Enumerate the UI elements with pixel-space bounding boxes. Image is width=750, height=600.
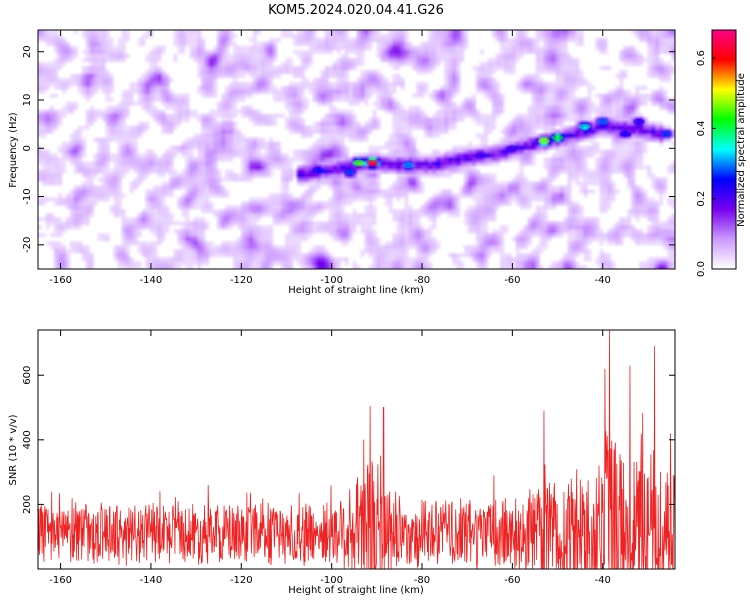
colorbar-label: Normalized spectral amplitude (736, 73, 747, 227)
spectrogram-x-tick-label: -40 (595, 275, 611, 286)
chart-title: KOM5.2024.020.04.41.G26 (268, 3, 444, 18)
snr-line (38, 330, 675, 569)
spectrogram-x-tick-label: -160 (49, 275, 72, 286)
trail-peak (312, 167, 325, 174)
trail-peak (596, 118, 609, 125)
snr-series (38, 330, 675, 569)
colorbar-tick-label: 0.2 (696, 191, 707, 207)
colorbar-tick-label: 0.4 (696, 120, 707, 136)
trail-peak (659, 130, 672, 137)
colorbar-tick-label: 0.0 (696, 261, 707, 277)
trail-peak (632, 118, 645, 125)
trail-peak (551, 134, 564, 141)
trail-peak (366, 159, 379, 166)
snr-x-tick-label: -40 (595, 575, 611, 586)
trail-peak (343, 169, 356, 176)
spectrogram-y-tick-label: 20 (22, 45, 33, 58)
spectrogram-x-ticks: -160 -140 -120 -100 -80 -60 -40 (49, 30, 611, 286)
spectrogram-x-tick-label: -60 (504, 275, 520, 286)
snr-x-tick-label: -160 (49, 575, 72, 586)
snr-y-tick-label: 200 (22, 495, 33, 514)
trail-overlay (312, 118, 672, 176)
trail-peak (578, 123, 591, 130)
snr-y-tick-label: 400 (22, 430, 33, 449)
trail-peak (537, 138, 550, 145)
colorbar-gradient (711, 29, 737, 270)
heatmap-raster (38, 30, 675, 269)
spectrogram-y-ticks: -20 -10 0 10 20 (22, 45, 675, 253)
spectrogram-x-axis-label: Height of straight line (km) (288, 285, 424, 296)
trail-peak (474, 152, 487, 159)
trail-peak (352, 159, 365, 166)
snr-x-axis-label: Height of straight line (km) (288, 585, 424, 596)
spectrogram-y-tick-label: -20 (22, 237, 33, 253)
spectrogram-y-tick-label: 10 (22, 94, 33, 107)
colorbar: 0.0 0.2 0.4 0.6 Normalized spectral amplitu… (696, 29, 747, 277)
spectrogram-x-tick-label: -80 (414, 275, 430, 286)
snr-frame (37, 329, 676, 570)
spectrogram-y-tick-label: 0 (22, 145, 33, 151)
colorbar-ticks: 0.0 0.2 0.4 0.6 (696, 50, 716, 277)
snr-x-tick-label: -80 (414, 575, 430, 586)
spectrogram-frame (37, 29, 676, 270)
spectrogram-x-tick-label: -140 (140, 275, 163, 286)
trail-peak (506, 145, 519, 152)
snr-x-tick-label: -100 (320, 575, 343, 586)
snr-y-ticks: 200 400 600 (22, 366, 675, 514)
snr-y-tick-label: 600 (22, 366, 33, 385)
spectrogram-x-tick-label: -120 (230, 275, 253, 286)
spectrogram-y-tick-label: -10 (22, 188, 33, 204)
snr-x-tick-label: -120 (230, 575, 253, 586)
snr-panel: -160 -140 -120 -100 -80 -60 -40 200 400 600 Heig… (8, 329, 676, 596)
snr-x-ticks: -160 -140 -120 -100 -80 -60 -40 (49, 330, 611, 586)
trail-peak (402, 162, 415, 169)
trail-peak (619, 130, 632, 137)
colorbar-tick-label: 0.6 (696, 50, 707, 66)
snr-y-axis-label: SNR (10 * v/v) (8, 414, 19, 485)
spectrogram-x-tick-label: -100 (320, 275, 343, 286)
spectrogram-y-axis-label: Frequency (Hz) (8, 112, 19, 188)
snr-x-tick-label: -60 (504, 575, 520, 586)
snr-x-tick-label: -140 (140, 575, 163, 586)
